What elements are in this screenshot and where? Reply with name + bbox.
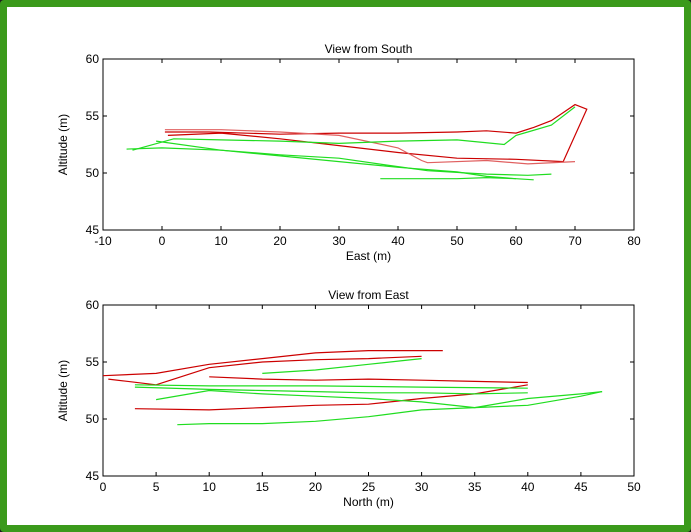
series-line-8: [262, 358, 422, 374]
chart-2: 0 5 10 15 20 25 30 35 40 45 50 45 50 55 60 View from Ea…: [56, 288, 641, 509]
chart-title: View from East: [328, 288, 409, 302]
y-axis-label: Altitude (m): [56, 114, 70, 175]
x-tick-label: 0: [100, 480, 107, 494]
y-tick-label: 60: [86, 298, 100, 312]
x-tick-label: 25: [362, 480, 376, 494]
x-tick-label: 50: [450, 234, 464, 248]
chart-title: View from South: [325, 42, 413, 56]
series-line-4: [209, 376, 528, 384]
x-tick-label: 15: [256, 480, 270, 494]
plot-area: [102, 58, 635, 231]
y-tick-label: 45: [86, 469, 100, 483]
x-tick-label: 10: [214, 234, 228, 248]
x-tick-label: 30: [415, 480, 429, 494]
x-axis-label: North (m): [343, 495, 394, 509]
x-tick-label: 35: [468, 480, 482, 494]
x-tick-label: 70: [568, 234, 582, 248]
series-line-5: [156, 140, 517, 180]
y-tick-label: 55: [86, 355, 100, 369]
x-tick-label: 0: [159, 234, 166, 248]
x-tick-label: 10: [203, 480, 217, 494]
x-tick-label: 20: [273, 234, 287, 248]
x-tick-label: -10: [94, 234, 112, 248]
x-tick-label: 50: [627, 480, 641, 494]
series-line-1: [103, 350, 443, 377]
x-tick-label: 80: [627, 234, 641, 248]
plot-area: [102, 304, 635, 477]
y-tick-label: 45: [86, 223, 100, 237]
x-tick-label: 5: [153, 480, 160, 494]
series-line-5: [134, 386, 528, 395]
series-line-7: [155, 389, 603, 409]
x-axis-label: East (m): [346, 249, 391, 263]
series-line-2: [164, 129, 576, 165]
series-line-9: [134, 384, 528, 389]
series-line-1: [164, 103, 588, 163]
y-axis-label: Altitude (m): [56, 360, 70, 421]
series-line-3: [132, 106, 576, 151]
series-line-4: [126, 147, 552, 176]
chart-1: -10 0 10 20 30 40 50 60 70 80 45 50 55 60 View from So…: [56, 42, 641, 263]
x-tick-label: 20: [309, 480, 323, 494]
x-tick-label: 45: [574, 480, 588, 494]
x-tick-label: 60: [509, 234, 523, 248]
series-line-6: [177, 391, 603, 426]
x-tick-label: 30: [332, 234, 346, 248]
x-tick-label: 40: [521, 480, 535, 494]
y-tick-label: 50: [86, 166, 100, 180]
y-tick-label: 60: [86, 52, 100, 66]
x-tick-label: 40: [391, 234, 405, 248]
y-tick-label: 55: [86, 109, 100, 123]
series-line-3: [134, 384, 528, 411]
y-tick-label: 50: [86, 412, 100, 426]
series-line-6: [380, 176, 534, 181]
